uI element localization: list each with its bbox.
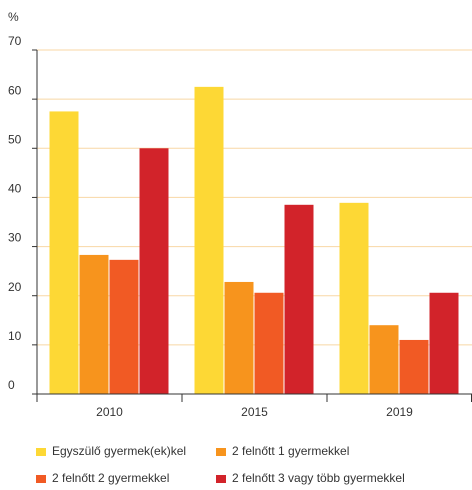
- y-tick-label: 20: [8, 280, 22, 294]
- y-tick-label: 0: [8, 378, 15, 392]
- bar: [254, 292, 284, 394]
- bar: [109, 259, 139, 394]
- bar: [429, 292, 459, 394]
- bar: [79, 254, 109, 394]
- bar: [339, 202, 369, 394]
- bar: [49, 111, 79, 394]
- x-tick-label: 2015: [241, 405, 268, 419]
- bar: [284, 204, 314, 394]
- legend-label: 2 felnőtt 1 gyermekkel: [232, 444, 349, 458]
- legend-swatch: [216, 448, 226, 456]
- legend-label: 2 felnőtt 3 vagy több gyermekkel: [232, 471, 405, 485]
- y-tick-label: 50: [8, 132, 22, 146]
- x-tick-label: 2010: [96, 405, 123, 419]
- legend-swatch: [36, 475, 46, 483]
- y-tick-label: 40: [8, 182, 22, 196]
- x-tick-label: 2019: [386, 405, 413, 419]
- y-tick-label: 70: [8, 34, 22, 48]
- legend-swatch: [36, 448, 46, 456]
- bar: [224, 281, 254, 394]
- legend-label: 2 felnőtt 2 gyermekkel: [52, 471, 169, 485]
- legend-swatch: [216, 475, 226, 483]
- bar: [369, 325, 399, 394]
- legend-label: Egyszülő gyermek(ek)kel: [52, 444, 186, 458]
- bar: [399, 339, 429, 394]
- y-tick-label: 10: [8, 329, 22, 343]
- y-axis-label: %: [8, 10, 19, 24]
- y-tick-label: 60: [8, 83, 22, 97]
- bar: [194, 86, 224, 394]
- y-tick-label: 30: [8, 231, 22, 245]
- bar: [139, 148, 169, 394]
